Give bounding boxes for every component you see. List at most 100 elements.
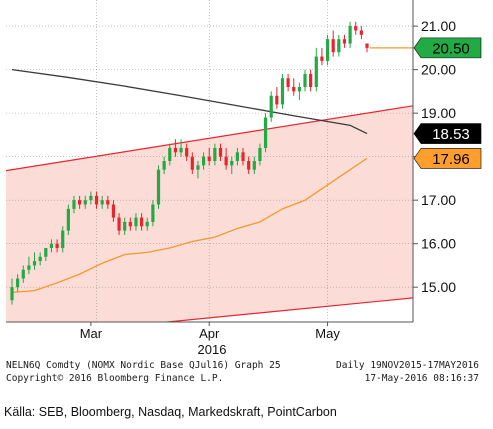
candle-body <box>134 217 138 227</box>
candle <box>252 156 256 175</box>
candle-body <box>44 248 48 257</box>
candle-body <box>213 147 217 161</box>
candle-body <box>309 73 313 88</box>
candle-body <box>100 200 104 205</box>
candle <box>201 152 206 170</box>
candle-body <box>303 73 307 88</box>
value-tag-label: 17.96 <box>432 151 470 168</box>
candle-body <box>27 265 31 270</box>
candle <box>49 239 54 253</box>
candle <box>134 213 138 231</box>
candle <box>196 161 200 179</box>
candle-body <box>348 26 352 44</box>
candle-body <box>258 147 262 161</box>
candle-body <box>162 161 166 170</box>
footer-copyright: Copyright© 2016 Bloomberg Finance L.P. <box>6 373 224 384</box>
candle <box>123 217 127 235</box>
candle <box>78 195 82 209</box>
value-tag-label: 20.50 <box>432 40 470 57</box>
candle-body <box>21 269 25 279</box>
candle-body <box>365 43 369 48</box>
x-axis-year-label: 2016 <box>198 342 227 357</box>
candle <box>286 73 290 92</box>
candle-body <box>269 95 273 118</box>
candle <box>354 21 358 35</box>
candle <box>230 156 234 175</box>
candle <box>94 191 99 209</box>
candle-body <box>230 161 234 166</box>
x-tick-label: Apr <box>199 326 220 341</box>
candle <box>365 43 369 53</box>
candle <box>280 73 285 109</box>
candle-body <box>168 147 172 161</box>
candle <box>27 256 31 275</box>
candle <box>320 47 324 66</box>
candle <box>275 87 279 109</box>
footer-ticker-line: NELN6Q Comdty (NOMX Nordic Base QJul16) … <box>6 360 281 371</box>
candle <box>258 143 262 166</box>
candle-body <box>66 208 70 231</box>
candle-body <box>218 147 223 157</box>
candle <box>55 239 59 253</box>
source-caption: Källa: SEB, Bloomberg, Nasdaq, Markedskr… <box>4 405 337 419</box>
candle <box>303 69 307 92</box>
candle-body <box>354 26 358 31</box>
candle-body <box>55 243 59 249</box>
candle <box>32 252 37 270</box>
candle <box>348 21 352 48</box>
candle <box>207 147 211 166</box>
candle <box>325 34 330 66</box>
candle-body <box>297 87 301 92</box>
footer-timestamp: 17-May-2016 08:16:37 <box>364 373 479 384</box>
candle-body <box>156 169 161 205</box>
candle-body <box>94 195 99 205</box>
candle <box>145 217 149 231</box>
value-tag-box <box>413 148 482 169</box>
candle <box>10 278 14 305</box>
candle <box>89 191 93 205</box>
candle-body <box>38 256 42 262</box>
value-tag: 17.96 <box>413 148 482 169</box>
candle <box>224 147 228 170</box>
candle-body <box>359 30 363 35</box>
candle <box>263 113 268 153</box>
candle <box>297 82 301 101</box>
y-tick-label: 17.00 <box>421 192 456 208</box>
candle-body <box>61 230 65 249</box>
candle-body <box>224 156 228 166</box>
candle-body <box>342 39 347 44</box>
candles <box>10 21 369 305</box>
candle <box>128 217 132 231</box>
candle-body <box>196 165 200 170</box>
candle <box>235 147 239 166</box>
candle <box>241 147 245 166</box>
y-tick-label: 16.00 <box>421 236 456 252</box>
value-tag: 20.50 <box>413 37 482 59</box>
candle <box>151 200 155 227</box>
candle-body <box>337 39 341 53</box>
candle-body <box>72 200 76 209</box>
candle-body <box>314 56 318 88</box>
candle-body <box>252 161 256 170</box>
candle <box>162 156 166 175</box>
candle-body <box>106 200 110 205</box>
candle-body <box>140 217 144 227</box>
candle-body <box>235 152 239 161</box>
candle-body <box>320 56 324 61</box>
moving-average-short-line <box>11 157 368 294</box>
channel-lower-line <box>161 297 413 322</box>
candle <box>16 274 20 292</box>
moving-average-long-line <box>11 68 368 135</box>
candle <box>359 26 363 40</box>
candle-body <box>89 195 93 201</box>
value-tag: 18.53 <box>413 123 482 144</box>
candle <box>21 265 25 283</box>
value-tag-label: 18.53 <box>432 126 470 143</box>
candle-body <box>190 156 194 170</box>
candle-body <box>280 78 285 105</box>
candle-body <box>49 243 54 249</box>
candle-body <box>83 200 87 205</box>
candle <box>106 195 110 209</box>
candle-body <box>207 156 211 161</box>
footer-date-range: Daily 19NOV2015-17MAY2016 <box>336 360 479 371</box>
